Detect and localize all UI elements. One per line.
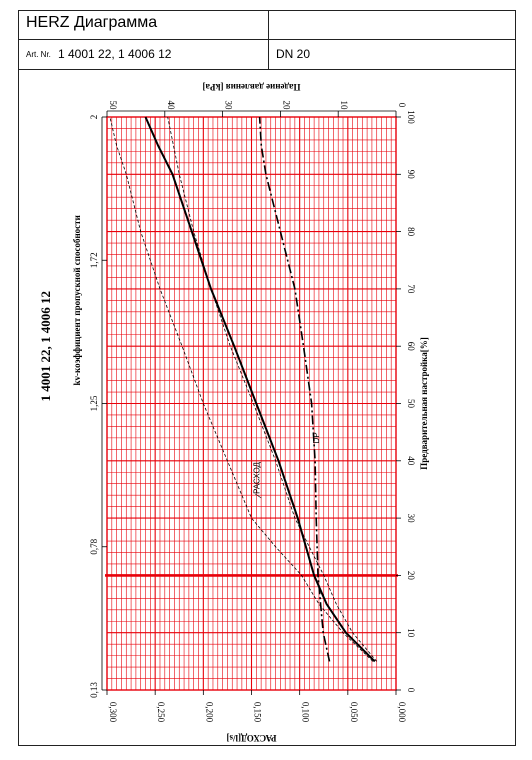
flow-tick-label: 0,100 [301, 702, 311, 723]
setting-axis-title: Предварительная настройка[%] [419, 337, 429, 469]
setting-tick-label: 60 [406, 342, 416, 352]
flow-tick-label: 0,300 [108, 702, 118, 723]
series-dp [258, 116, 331, 662]
kv-tick-label: 1,72 [89, 252, 99, 268]
flow-tick-label: 0,050 [349, 702, 359, 723]
setting-tick-label: 10 [406, 628, 416, 638]
pressure-tick-label: 40 [166, 101, 176, 111]
setting-tick-label: 80 [406, 227, 416, 237]
annotation-flow: РАСХОД [252, 461, 261, 493]
flow-tick-label: 0,000 [397, 702, 407, 723]
chart-series [109, 116, 378, 663]
chart-title: 1 4001 22, 1 4006 12 [38, 291, 53, 402]
kv-tick-label: 2 [89, 115, 99, 120]
flow-tick-label: 0,150 [253, 702, 263, 723]
flow-tick-label: 0,200 [204, 702, 214, 723]
setting-tick-label: 100 [406, 110, 416, 124]
header-row-article [18, 40, 516, 70]
header-divider [268, 10, 269, 70]
kv-tick-label: 1,25 [89, 395, 99, 411]
pressure-tick-label: 50 [108, 101, 118, 111]
pressure-tick-label: 10 [339, 101, 349, 111]
annotation-flow-leader [255, 493, 262, 499]
kv-axis-title: kv-коэффициент пропускной способности [72, 215, 82, 385]
series-flow-band-1 [167, 116, 378, 662]
chart-text: kv-коэффициент пропускной способности 1 4… [38, 82, 429, 743]
setting-tick-label: 0 [406, 688, 416, 693]
setting-tick-label: 90 [406, 170, 416, 180]
pressure-tick-label: 20 [281, 101, 291, 111]
diagram-frame [18, 10, 516, 746]
setting-tick-label: 50 [406, 399, 416, 409]
header-row-title [18, 10, 516, 40]
dn-size: DN 20 [276, 47, 311, 61]
kv-tick-label: 0,13 [89, 682, 99, 698]
setting-tick-label: 40 [406, 456, 416, 466]
pressure-tick-label: 0 [397, 103, 407, 108]
annotation-dp: DP [312, 432, 321, 443]
setting-tick-label: 70 [406, 284, 416, 294]
article-numbers: 1 4001 22, 1 4006 12 [58, 47, 172, 61]
diagram-title: HERZ Диаграмма [26, 14, 158, 31]
setting-tick-label: 20 [406, 571, 416, 581]
series-flow [144, 116, 376, 663]
series-flow-band-2 [109, 116, 374, 662]
pressure-tick-label: 30 [224, 101, 234, 111]
flow-tick-label: 0,250 [156, 702, 166, 723]
kv-tick-label: 0,78 [89, 538, 99, 554]
chart-grid [105, 116, 398, 691]
flow-axis-title: РАСХОД[l/s] [227, 733, 277, 743]
article-label: Art. Nr. [26, 50, 51, 59]
setting-tick-label: 30 [406, 514, 416, 524]
pressure-axis-title: Падение давления [kPa] [203, 82, 301, 92]
